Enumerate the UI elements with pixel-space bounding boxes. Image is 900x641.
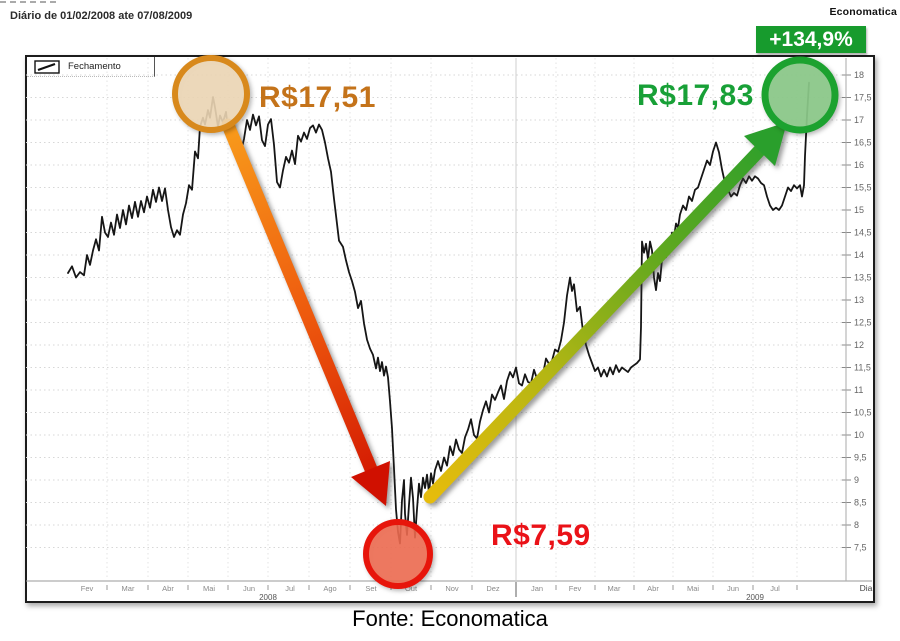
corner-dash-decoration [0, 1, 56, 3]
brand-label: Economatica [829, 6, 897, 18]
chart-period-title: Diário de 01/02/2008 ate 07/08/2009 [10, 10, 193, 22]
end-price-label: R$17,83 [637, 79, 754, 112]
line-sample-icon [34, 59, 60, 74]
percent-change-badge: +134,9% [756, 26, 866, 53]
legend-label: Fechamento [68, 61, 121, 72]
chart-frame [25, 55, 875, 603]
source-caption: Fonte: Economatica [352, 606, 548, 631]
legend-item-fechamento: Fechamento [27, 57, 155, 77]
peak-price-label: R$17,51 [259, 81, 376, 114]
trough-price-label: R$7,59 [491, 519, 591, 552]
